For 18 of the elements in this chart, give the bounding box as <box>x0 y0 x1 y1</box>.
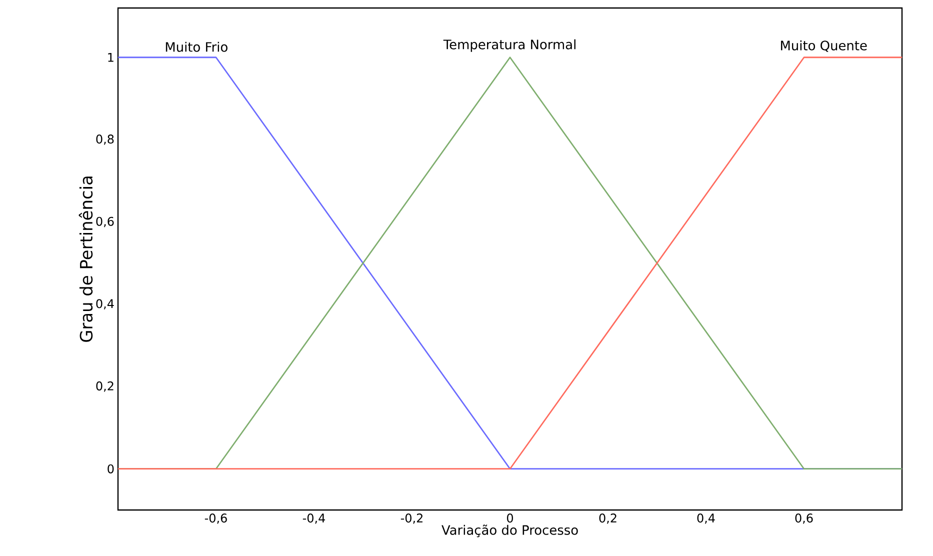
x-tick-label: 0,2 <box>599 514 616 524</box>
y-tick-label: 0,2 <box>96 381 114 392</box>
y-tick-label: 0 <box>108 464 114 474</box>
y-tick-label: 1 <box>108 53 114 62</box>
x-tick-label: -0,6 <box>204 514 227 524</box>
y-axis-title: Grau de Pertinência <box>78 176 93 342</box>
series-label: Muito Quente <box>781 40 867 52</box>
series-label: Muito Frio <box>166 42 228 52</box>
x-tick-label: 0,6 <box>795 514 813 524</box>
x-tick-label: -0,4 <box>302 514 325 524</box>
x-axis-title: Variação do Processo <box>442 524 578 538</box>
x-tick-label: -0,2 <box>400 514 422 524</box>
series-label: Temperatura Normal <box>443 39 576 52</box>
y-tick-label: 0,8 <box>96 134 114 145</box>
y-tick-label: 0,6 <box>96 216 114 228</box>
x-tick-label: 0 <box>506 514 514 523</box>
x-tick-label: 0,4 <box>697 514 715 524</box>
y-tick-label: 0,4 <box>96 299 114 310</box>
